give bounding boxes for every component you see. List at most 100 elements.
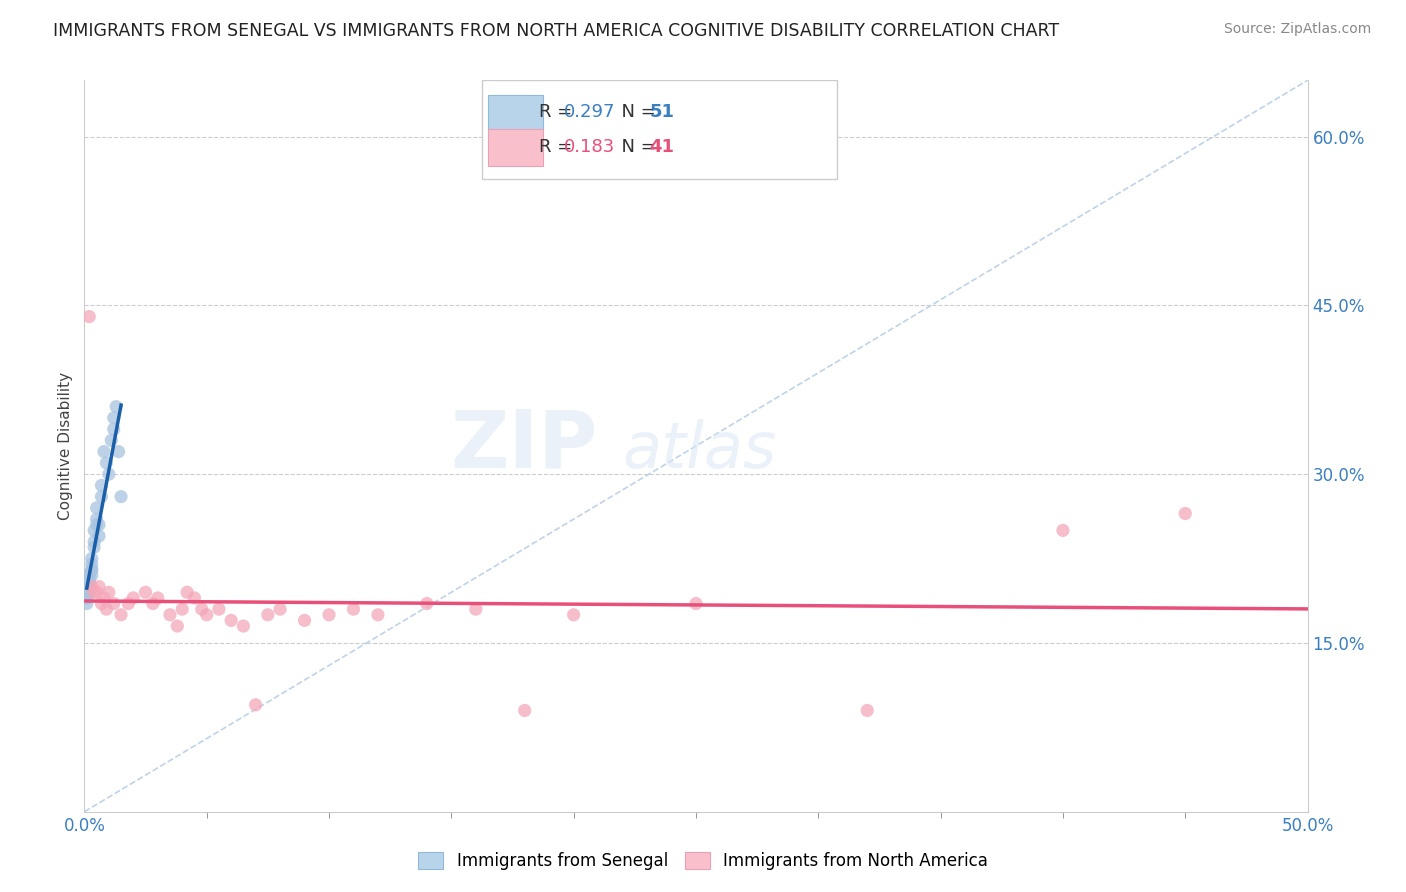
Point bbox=[76, 580, 98, 594]
Point bbox=[191, 602, 214, 616]
Point bbox=[86, 512, 108, 526]
Point bbox=[176, 585, 198, 599]
Text: R =: R = bbox=[540, 103, 578, 121]
Point bbox=[103, 597, 125, 611]
Point bbox=[76, 585, 98, 599]
Point bbox=[77, 568, 100, 582]
Point bbox=[117, 597, 139, 611]
Point bbox=[86, 500, 108, 515]
Point bbox=[142, 597, 165, 611]
Text: IMMIGRANTS FROM SENEGAL VS IMMIGRANTS FROM NORTH AMERICA COGNITIVE DISABILITY CO: IMMIGRANTS FROM SENEGAL VS IMMIGRANTS FR… bbox=[53, 22, 1060, 40]
Point bbox=[856, 703, 879, 717]
Text: 0.297: 0.297 bbox=[564, 103, 616, 121]
Point bbox=[685, 597, 707, 611]
Point bbox=[562, 607, 585, 622]
Point bbox=[159, 607, 181, 622]
Point bbox=[76, 591, 98, 605]
Text: atlas: atlas bbox=[623, 418, 778, 481]
Point bbox=[76, 597, 98, 611]
Text: 41: 41 bbox=[650, 138, 675, 156]
Point bbox=[195, 607, 218, 622]
Point bbox=[232, 619, 254, 633]
Point bbox=[90, 597, 112, 611]
Text: ZIP: ZIP bbox=[451, 407, 598, 485]
Point bbox=[76, 580, 98, 594]
Text: 51: 51 bbox=[650, 103, 675, 121]
Point bbox=[367, 607, 389, 622]
Text: N =: N = bbox=[610, 138, 662, 156]
Point bbox=[93, 591, 115, 605]
Point bbox=[257, 607, 280, 622]
Point bbox=[77, 580, 100, 594]
Point bbox=[318, 607, 340, 622]
Y-axis label: Cognitive Disability: Cognitive Disability bbox=[58, 372, 73, 520]
Point bbox=[77, 574, 100, 588]
Point bbox=[76, 580, 98, 594]
Point bbox=[80, 563, 103, 577]
FancyBboxPatch shape bbox=[488, 95, 543, 131]
Legend: Immigrants from Senegal, Immigrants from North America: Immigrants from Senegal, Immigrants from… bbox=[412, 845, 994, 877]
Point bbox=[76, 574, 98, 588]
Point bbox=[77, 574, 100, 588]
Point bbox=[76, 585, 98, 599]
Point bbox=[77, 580, 100, 594]
Point bbox=[87, 580, 110, 594]
Point bbox=[86, 585, 108, 599]
Point bbox=[97, 585, 120, 599]
Point bbox=[219, 614, 242, 628]
Point bbox=[172, 602, 194, 616]
Point bbox=[83, 534, 105, 549]
Point bbox=[416, 597, 439, 611]
Point bbox=[166, 619, 188, 633]
Point bbox=[90, 478, 112, 492]
Point bbox=[513, 703, 536, 717]
Text: 0.183: 0.183 bbox=[564, 138, 614, 156]
Text: N =: N = bbox=[610, 103, 662, 121]
Point bbox=[76, 591, 98, 605]
Point bbox=[294, 614, 316, 628]
Point bbox=[96, 602, 118, 616]
Point bbox=[80, 568, 103, 582]
Point bbox=[76, 580, 98, 594]
Point bbox=[1052, 524, 1074, 538]
FancyBboxPatch shape bbox=[482, 80, 837, 179]
Text: R =: R = bbox=[540, 138, 578, 156]
Point bbox=[464, 602, 486, 616]
Point bbox=[76, 585, 98, 599]
Point bbox=[83, 585, 105, 599]
Point bbox=[86, 517, 108, 532]
Point bbox=[76, 585, 98, 599]
Point bbox=[135, 585, 157, 599]
Point bbox=[76, 585, 98, 599]
Point bbox=[110, 607, 132, 622]
Point bbox=[103, 422, 125, 436]
Point bbox=[107, 444, 129, 458]
Point bbox=[76, 585, 98, 599]
Point bbox=[83, 541, 105, 555]
Point bbox=[110, 490, 132, 504]
Point bbox=[83, 524, 105, 538]
Point bbox=[76, 585, 98, 599]
Point bbox=[183, 591, 205, 605]
Point bbox=[80, 580, 103, 594]
Point bbox=[1174, 507, 1197, 521]
Point bbox=[76, 591, 98, 605]
Point bbox=[342, 602, 364, 616]
Point bbox=[80, 557, 103, 571]
Point bbox=[208, 602, 231, 616]
Point bbox=[87, 517, 110, 532]
Point bbox=[122, 591, 145, 605]
Point bbox=[269, 602, 291, 616]
Point bbox=[93, 444, 115, 458]
Point bbox=[97, 467, 120, 482]
Point bbox=[87, 529, 110, 543]
Point bbox=[80, 551, 103, 566]
Point bbox=[90, 490, 112, 504]
Text: Source: ZipAtlas.com: Source: ZipAtlas.com bbox=[1223, 22, 1371, 37]
Point bbox=[77, 310, 100, 324]
Point bbox=[96, 456, 118, 470]
Point bbox=[103, 410, 125, 425]
Point bbox=[245, 698, 267, 712]
FancyBboxPatch shape bbox=[488, 129, 543, 166]
Point bbox=[76, 585, 98, 599]
